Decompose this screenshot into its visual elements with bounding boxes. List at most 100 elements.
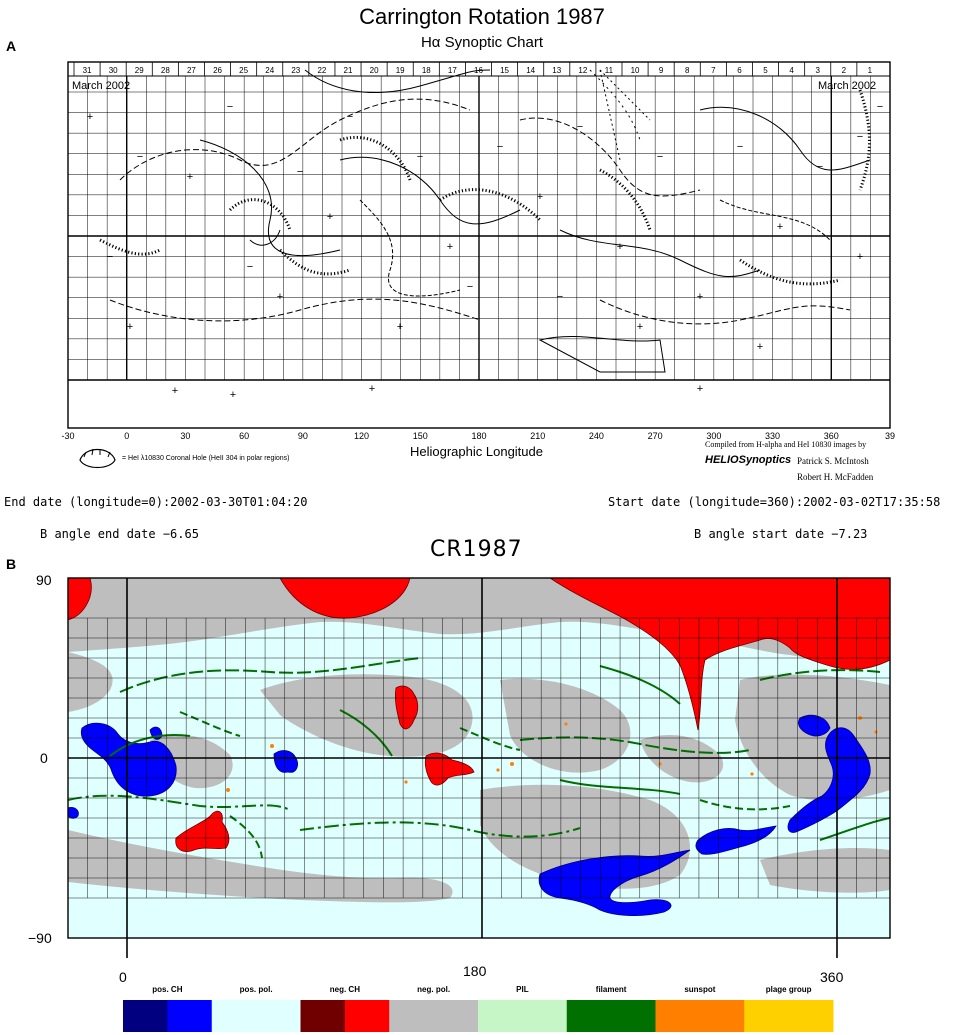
polarity-mark: + — [397, 321, 403, 333]
day-tick-label: 12 — [578, 66, 587, 75]
x-tick-label-a: 240 — [589, 431, 604, 441]
pos-ch-regions — [67, 714, 871, 917]
coronal-hole-legend-icon — [79, 448, 116, 469]
day-tick-label: 31 — [83, 66, 92, 75]
credit-name-1: Patrick S. McIntosh — [797, 456, 869, 466]
legend-label: pos. pol. — [239, 985, 273, 994]
legend-swatch — [344, 1000, 390, 1032]
b-angle-start-text: B angle start date −7.23 — [694, 527, 868, 541]
panel-b-title: CR1987 — [430, 537, 523, 562]
legend-swatches — [123, 1000, 834, 1032]
day-tick-label: 4 — [789, 66, 794, 75]
polarity-mark: + — [617, 241, 623, 253]
chart-a-x-ticks: -30 0 30 60 90 120 150 180 210 240 270 300 330 360 39 — [61, 431, 895, 441]
polarity-mark: + — [757, 341, 763, 353]
day-tick-label: 27 — [187, 66, 196, 75]
x-tick-label-a: 210 — [530, 431, 545, 441]
day-tick-label: 20 — [370, 66, 379, 75]
x-tick-label-a: 120 — [354, 431, 369, 441]
polarity-mark: − — [497, 141, 503, 153]
chart-b-frame — [67, 577, 891, 939]
legend-label: sunspot — [684, 985, 716, 994]
month-label-right: March 2002 — [818, 80, 877, 92]
day-tick-label: 23 — [291, 66, 300, 75]
polarity-mark: + — [857, 251, 863, 263]
polarity-mark: − — [247, 261, 253, 273]
day-tick-label: 5 — [763, 66, 768, 75]
polarity-mark: − — [737, 141, 743, 153]
polarity-mark: − — [417, 151, 423, 163]
chart-a-day-ticks: 31 30 29 28 27 26 25 24 23 22 21 20 19 18 17 16 15 14 13 12… — [73, 62, 873, 76]
polarity-mark: − — [107, 251, 113, 263]
day-tick-label: 8 — [685, 66, 690, 75]
credit-name-2: Robert H. McFadden — [797, 472, 874, 482]
chart-a-coronal-holes — [99, 89, 871, 286]
x-tick-label-a: 270 — [648, 431, 663, 441]
synoptic-map-b — [67, 577, 891, 958]
chart-a-polarity-marks: + − + − − + − − + − + − + − + − + − + + + + − + + + + + − − − + − − — [87, 101, 883, 401]
panel-a-xlabel: Heliographic Longitude — [410, 444, 543, 459]
coronal-hole-legend-text: = HeI λ10830 Coronal Hole (HeII 304 in p… — [122, 455, 290, 462]
legend-label: plage group — [765, 985, 812, 994]
b-angle-end-text: B angle end date −6.65 — [40, 527, 199, 541]
legend-bar — [123, 1000, 834, 1032]
day-tick-label: 26 — [213, 66, 222, 75]
day-tick-label: 11 — [605, 66, 614, 75]
polarity-mark: + — [697, 291, 703, 303]
legend-label: filament — [595, 985, 627, 994]
day-tick-label: 28 — [161, 66, 170, 75]
polarity-mark: − — [227, 101, 233, 113]
y-tick-0: 0 — [40, 750, 48, 766]
polarity-mark: + — [447, 241, 453, 253]
y-tick-90: 90 — [36, 572, 52, 588]
panel-b-label: B — [6, 556, 17, 572]
day-tick-label: 3 — [815, 66, 820, 75]
chart-a-features — [109, 69, 871, 373]
x-tick-label-a: -30 — [61, 431, 74, 441]
day-tick-label: 1 — [868, 66, 873, 75]
polarity-mark: + — [87, 111, 93, 123]
x-tick-360: 360 — [820, 969, 844, 985]
panel-a-title: Carrington Rotation 1987 — [359, 4, 605, 29]
day-tick-label: 24 — [265, 66, 274, 75]
end-date-text: End date (longitude=0):2002-03-30T01:04:… — [4, 495, 308, 509]
polarity-mark: − — [557, 291, 563, 303]
polarity-mark: − — [857, 131, 863, 143]
x-tick-label-a: 180 — [471, 431, 486, 441]
polarity-mark: + — [777, 221, 783, 233]
x-tick-label-a: 330 — [765, 431, 780, 441]
day-tick-label: 10 — [631, 66, 640, 75]
day-tick-label: 21 — [344, 66, 353, 75]
polarity-mark: + — [230, 389, 236, 401]
polarity-mark: − — [657, 151, 663, 163]
credit-line: Compiled from H-alpha and HeI 10830 imag… — [705, 440, 867, 449]
legend-label: PIL — [516, 985, 529, 994]
filaments — [67, 657, 891, 859]
legend-label: pos. CH — [152, 985, 183, 994]
x-tick-label-a: 60 — [239, 431, 249, 441]
legend-swatch — [744, 1000, 834, 1032]
x-tick-0: 0 — [119, 969, 127, 985]
polarity-mark: + — [277, 291, 283, 303]
panel-a-subtitle: Hα Synoptic Chart — [420, 34, 544, 51]
polarity-mark: + — [327, 211, 333, 223]
day-tick-label: 7 — [711, 66, 716, 75]
polarity-mark: + — [369, 383, 375, 395]
legend-swatch — [211, 1000, 301, 1032]
legend-swatch — [389, 1000, 479, 1032]
legend-swatch — [123, 1000, 168, 1032]
polarity-mark: − — [137, 151, 143, 163]
polarity-mark: − — [817, 161, 823, 173]
helio-synoptics-logo: HELIOSynoptics — [705, 454, 792, 466]
chart-b-major-lines — [68, 578, 890, 958]
x-tick-label-a: 90 — [298, 431, 308, 441]
polarity-mark: + — [537, 191, 543, 203]
x-tick-label-a: 39 — [885, 431, 895, 441]
x-tick-label-a: 30 — [180, 431, 190, 441]
legend-swatch — [167, 1000, 213, 1032]
panel-a-label: A — [6, 38, 17, 54]
polarity-mark: + — [187, 171, 193, 183]
legend-swatch — [655, 1000, 745, 1032]
month-label-left: March 2002 — [72, 80, 131, 92]
x-tick-label-a: 0 — [124, 431, 129, 441]
